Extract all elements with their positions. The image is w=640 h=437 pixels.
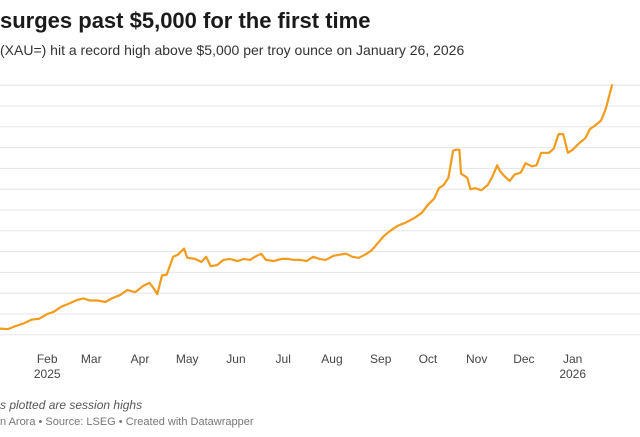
x-tick-year-label: 2026: [559, 367, 586, 381]
x-tick-label: Apr: [131, 352, 150, 366]
x-tick-label: Dec: [513, 352, 534, 366]
x-tick-label: Mar: [81, 352, 102, 366]
x-tick-label: Jan: [563, 352, 582, 366]
x-tick-label: May: [176, 352, 199, 366]
x-tick-label: Sep: [370, 352, 392, 366]
chart-title: surges past $5,000 for the first time: [0, 8, 371, 33]
chart-note: s plotted are session highs: [0, 398, 143, 412]
series-layer: [0, 84, 614, 331]
x-tick-label: Oct: [419, 352, 438, 366]
x-tick-year-label: 2025: [34, 367, 61, 381]
x-tick-label: Feb: [37, 352, 58, 366]
gridlines: [0, 84, 640, 336]
chart-subtitle: (XAU=) hit a record high above $5,000 pe…: [0, 42, 465, 58]
series-line-0: [0, 84, 614, 331]
x-tick-label: Jul: [276, 352, 291, 366]
x-tick-label: Aug: [321, 352, 342, 366]
x-tick-label: Jun: [226, 352, 245, 366]
chart-credit: n Arora • Source: LSEG • Created with Da…: [0, 416, 254, 428]
x-tick-label: Nov: [466, 352, 487, 366]
